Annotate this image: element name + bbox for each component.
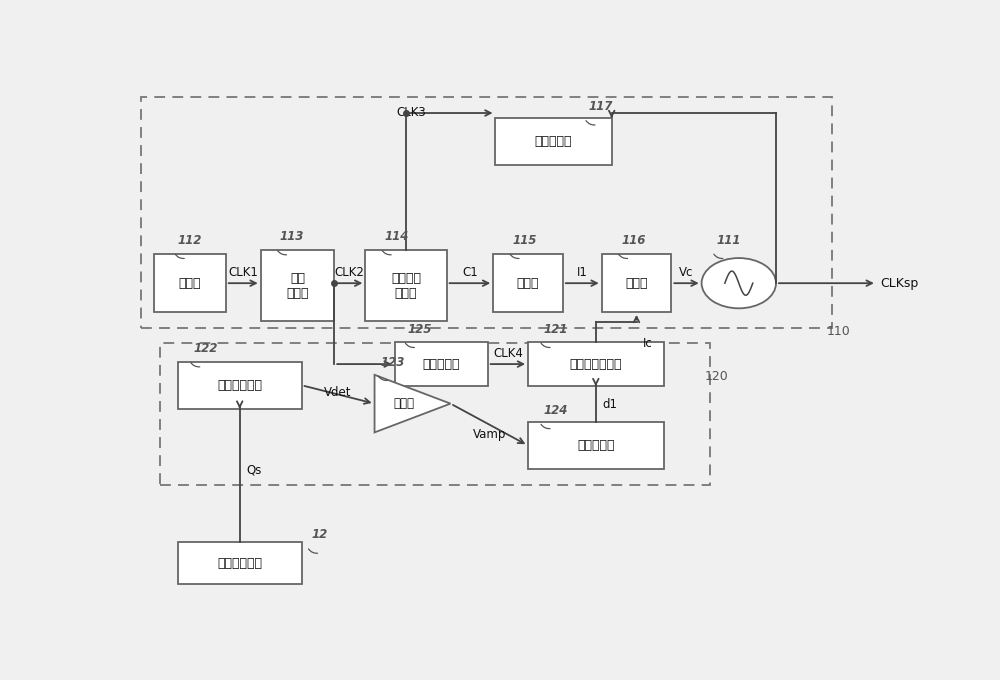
Text: 113: 113 xyxy=(280,230,304,243)
FancyBboxPatch shape xyxy=(178,362,302,409)
Text: 122: 122 xyxy=(193,342,218,355)
FancyBboxPatch shape xyxy=(528,342,664,386)
Text: CLKsp: CLKsp xyxy=(881,277,919,290)
Text: 12: 12 xyxy=(311,528,327,541)
FancyBboxPatch shape xyxy=(178,543,302,584)
Text: 125: 125 xyxy=(408,322,432,335)
Text: 第一分频器: 第一分频器 xyxy=(422,358,460,371)
Text: 121: 121 xyxy=(544,322,568,335)
Text: 120: 120 xyxy=(705,370,728,383)
Text: 117: 117 xyxy=(588,100,613,113)
Text: 相位频率
检测器: 相位频率 检测器 xyxy=(391,271,421,300)
Text: d1: d1 xyxy=(602,398,617,411)
FancyBboxPatch shape xyxy=(365,250,447,321)
Text: Ic: Ic xyxy=(643,337,652,350)
FancyBboxPatch shape xyxy=(395,342,488,386)
Text: 124: 124 xyxy=(544,404,568,417)
FancyBboxPatch shape xyxy=(154,254,226,312)
Text: Vamp: Vamp xyxy=(473,428,506,441)
Text: 116: 116 xyxy=(621,233,645,247)
Text: 112: 112 xyxy=(178,233,202,247)
Text: 电荷泵: 电荷泵 xyxy=(517,277,539,290)
Text: 放大器: 放大器 xyxy=(393,397,414,410)
Text: 无线通信模块: 无线通信模块 xyxy=(217,557,262,570)
Text: 115: 115 xyxy=(512,233,537,247)
Text: 时钟源: 时钟源 xyxy=(179,277,201,290)
Text: CLK1: CLK1 xyxy=(228,266,258,279)
FancyBboxPatch shape xyxy=(261,250,334,321)
Text: 第二分频器: 第二分频器 xyxy=(535,135,572,148)
Text: 参考
分频器: 参考 分频器 xyxy=(286,271,309,300)
Circle shape xyxy=(702,258,776,308)
Polygon shape xyxy=(375,375,450,432)
Text: 111: 111 xyxy=(716,233,741,247)
FancyBboxPatch shape xyxy=(528,422,664,469)
Text: CLK2: CLK2 xyxy=(335,266,365,279)
Text: CLK4: CLK4 xyxy=(493,347,523,360)
Text: C1: C1 xyxy=(462,266,478,279)
Text: I1: I1 xyxy=(577,266,588,279)
Text: Vdet: Vdet xyxy=(324,386,352,399)
Text: 110: 110 xyxy=(826,324,850,337)
Text: Qs: Qs xyxy=(246,464,261,477)
Text: 滤波器: 滤波器 xyxy=(625,277,648,290)
Text: 模数转浢器: 模数转浢器 xyxy=(577,439,615,452)
FancyBboxPatch shape xyxy=(602,254,671,312)
Text: 123: 123 xyxy=(381,356,405,369)
FancyBboxPatch shape xyxy=(495,118,612,165)
Text: 电压产生电路: 电压产生电路 xyxy=(217,379,262,392)
Text: 114: 114 xyxy=(385,230,409,243)
Text: 可编程的电荷泵: 可编程的电荷泵 xyxy=(570,358,622,371)
FancyBboxPatch shape xyxy=(493,254,563,312)
Text: CLK3: CLK3 xyxy=(396,105,426,119)
Text: Vc: Vc xyxy=(679,266,694,279)
